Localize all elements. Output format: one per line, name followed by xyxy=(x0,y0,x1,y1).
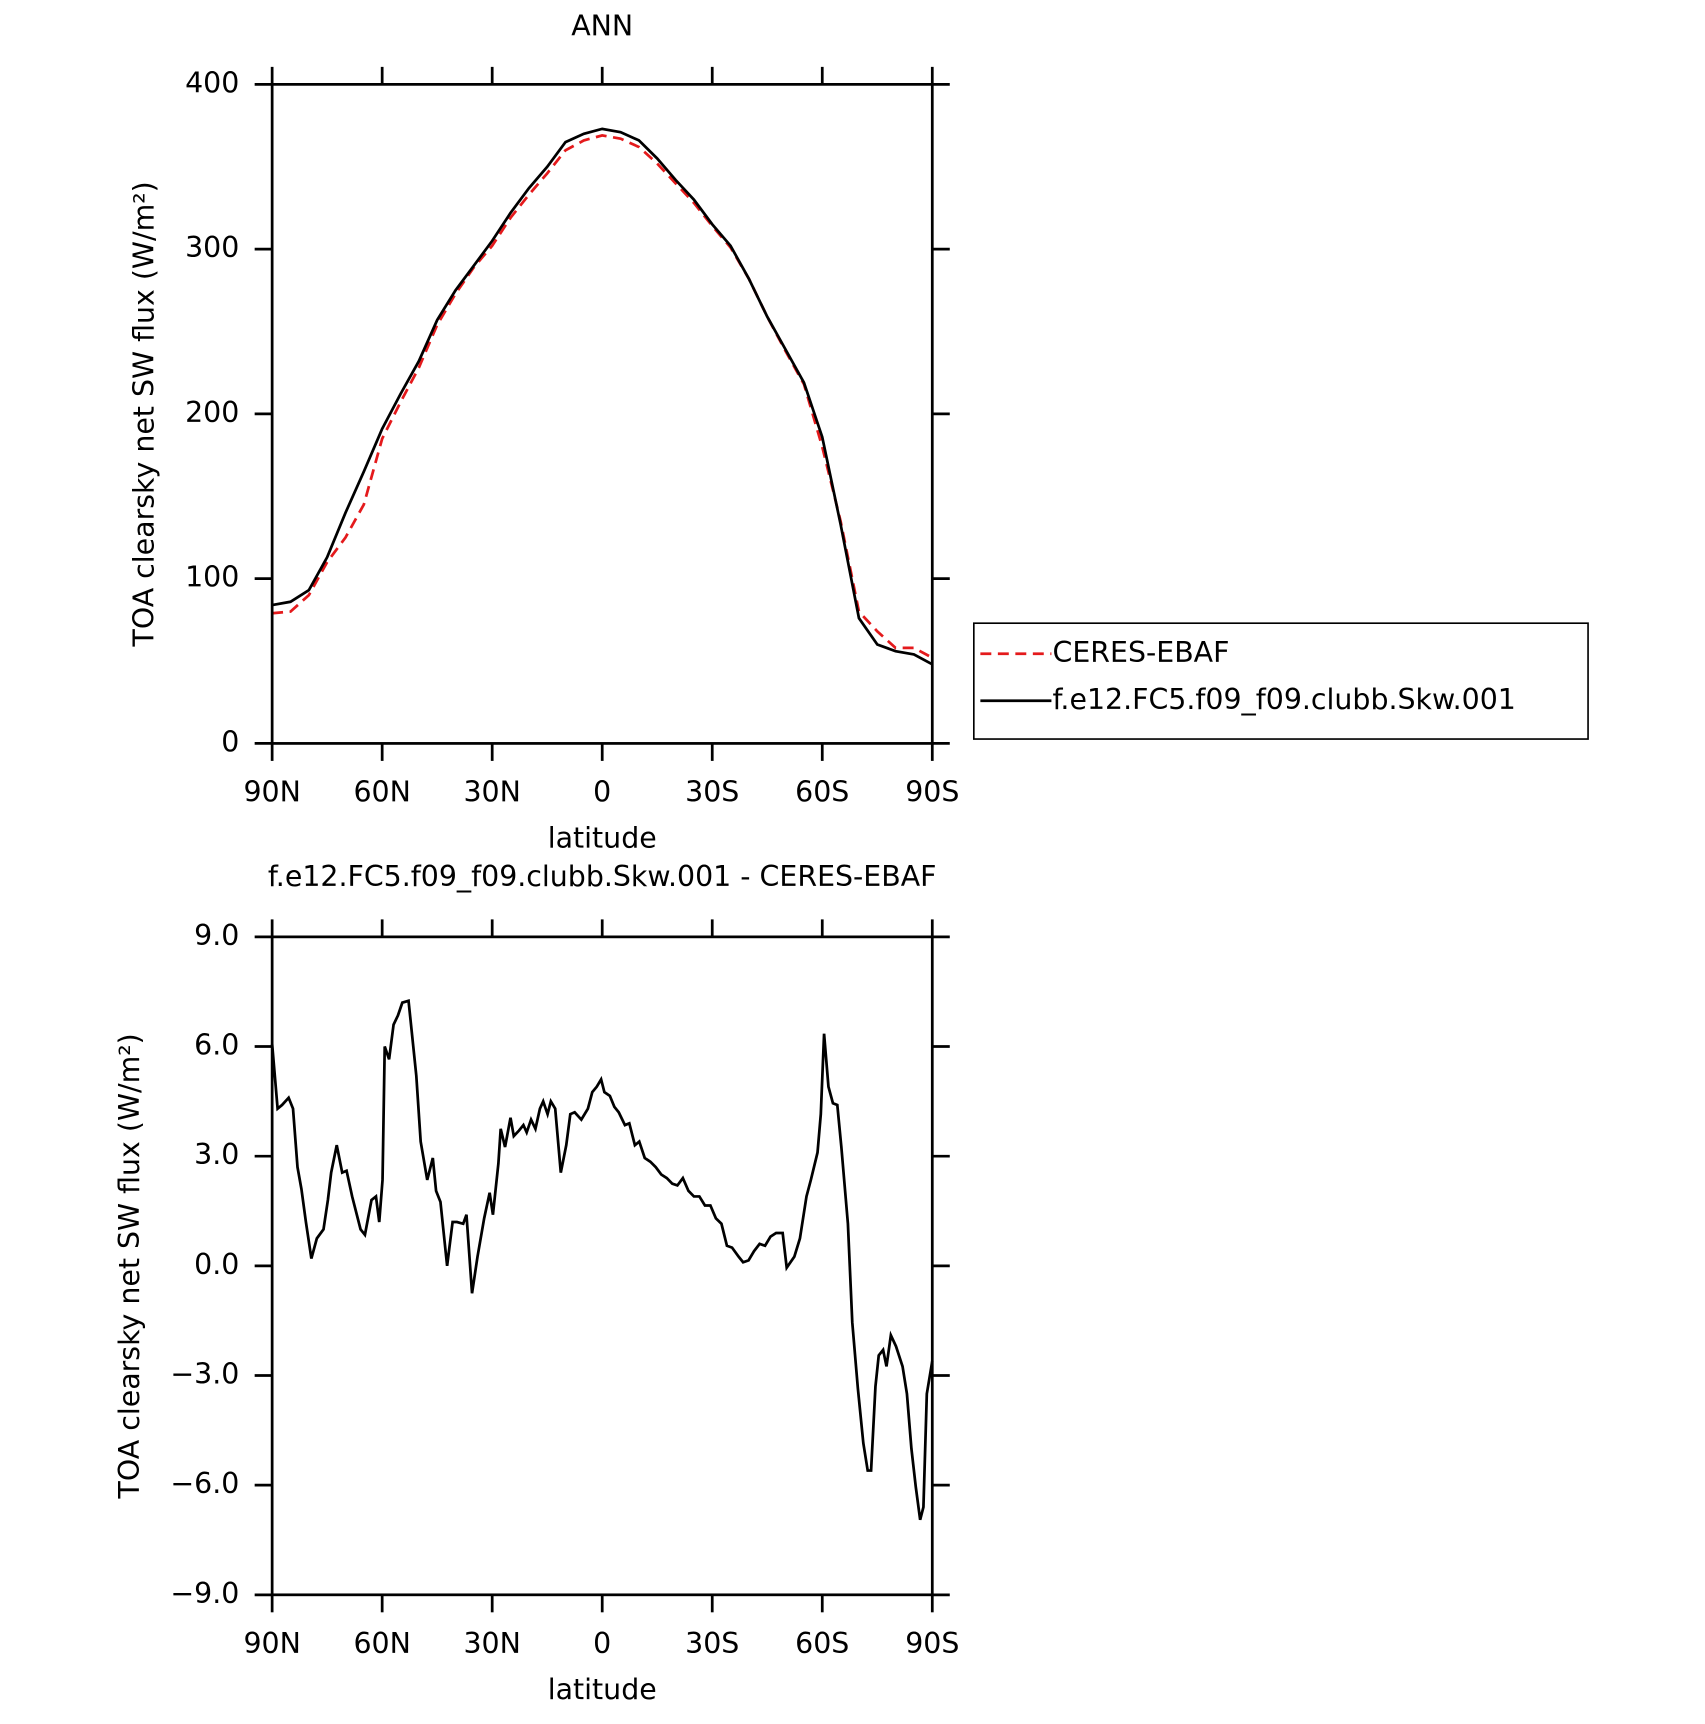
x-tick-label: 60N xyxy=(353,1627,410,1660)
x-tick-label: 30N xyxy=(463,1627,520,1660)
y-tick-label: 300 xyxy=(185,231,239,264)
y-tick-label: −3.0 xyxy=(170,1358,239,1391)
x-tick-label: 90S xyxy=(905,776,959,809)
y-tick-label: 9.0 xyxy=(194,919,239,952)
data-line xyxy=(271,127,933,666)
x-tick-label: 60N xyxy=(353,776,410,809)
y-axis-label: TOA clearsky net SW flux (W/m²) xyxy=(127,181,160,647)
x-tick-label: 0 xyxy=(593,776,611,809)
x-tick-label: 0 xyxy=(593,1627,611,1660)
x-tick-label: 30S xyxy=(685,1627,739,1660)
x-tick-label: 60S xyxy=(795,776,849,809)
y-tick-label: 0 xyxy=(221,725,239,758)
x-tick-label: 90N xyxy=(243,1627,300,1660)
chart-title: f.e12.FC5.f09_f09.clubb.Skw.001 - CERES-… xyxy=(268,860,937,893)
y-tick-label: −9.0 xyxy=(170,1577,239,1610)
x-tick-label: 30S xyxy=(685,776,739,809)
y-tick-label: 3.0 xyxy=(194,1138,239,1171)
data-line xyxy=(270,999,934,1521)
y-tick-label: 400 xyxy=(185,66,239,99)
plot-frame xyxy=(270,83,934,745)
y-tick-label: 100 xyxy=(185,561,239,594)
y-tick-label: −6.0 xyxy=(170,1467,239,1500)
data-line xyxy=(272,134,933,659)
x-axis-label: latitude xyxy=(548,1673,657,1706)
x-tick-label: 90S xyxy=(905,1627,959,1660)
legend-label: f.e12.FC5.f09_f09.clubb.Skw.001 xyxy=(1053,683,1516,716)
y-tick-label: 6.0 xyxy=(194,1029,239,1062)
x-tick-label: 60S xyxy=(795,1627,849,1660)
plot-frame xyxy=(270,935,934,1597)
chart-title: ANN xyxy=(571,10,633,43)
legend-label: CERES-EBAF xyxy=(1053,636,1230,669)
x-tick-label: 90N xyxy=(243,776,300,809)
y-axis-label: TOA clearsky net SW flux (W/m²) xyxy=(113,1033,146,1499)
y-tick-label: 0.0 xyxy=(194,1248,239,1281)
x-tick-label: 30N xyxy=(463,776,520,809)
y-tick-label: 200 xyxy=(185,396,239,429)
x-axis-label: latitude xyxy=(548,822,657,855)
legend-box xyxy=(972,622,1589,740)
